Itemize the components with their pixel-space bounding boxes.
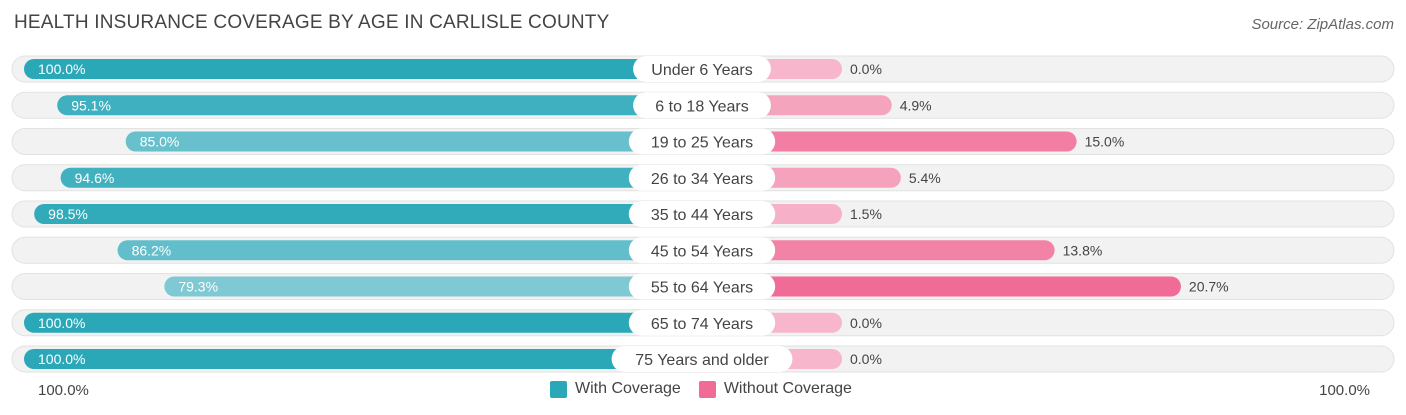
right-axis-label: 100.0% <box>1319 382 1370 399</box>
category-label: 19 to 25 Years <box>651 135 753 152</box>
category-label: 45 to 54 Years <box>651 243 753 260</box>
without-coverage-value: 20.7% <box>1189 279 1229 295</box>
without-coverage-value: 4.9% <box>900 97 932 113</box>
with-coverage-bar <box>34 204 702 224</box>
category-label: 35 to 44 Years <box>651 207 753 224</box>
without-coverage-value: 5.4% <box>909 170 941 186</box>
with-coverage-value: 98.5% <box>48 206 88 222</box>
with-coverage-value: 79.3% <box>178 279 218 295</box>
coverage-chart: 100.0% Under 6 Years 0.0% 95.1% 6 to 18 Year… <box>0 0 1406 380</box>
without-coverage-value: 13.8% <box>1063 242 1103 258</box>
with-coverage-label: With Coverage <box>575 380 681 398</box>
with-coverage-value: 94.6% <box>75 170 115 186</box>
with-coverage-bar <box>24 59 702 79</box>
with-coverage-bar <box>126 132 702 152</box>
with-coverage-value: 100.0% <box>38 315 85 331</box>
with-coverage-bar <box>61 168 702 188</box>
with-coverage-bar <box>24 313 702 333</box>
without-coverage-swatch <box>699 381 716 398</box>
without-coverage-value: 0.0% <box>850 61 882 77</box>
category-label: 55 to 64 Years <box>651 280 753 297</box>
with-coverage-value: 85.0% <box>140 134 180 150</box>
with-coverage-bar <box>118 240 702 260</box>
category-label: 65 to 74 Years <box>651 316 753 333</box>
without-coverage-value: 15.0% <box>1085 134 1125 150</box>
legend-without-coverage: Without Coverage <box>699 380 852 398</box>
without-coverage-value: 0.0% <box>850 315 882 331</box>
category-label: 75 Years and older <box>635 352 769 369</box>
category-label: 6 to 18 Years <box>655 98 748 115</box>
with-coverage-bar <box>24 349 702 369</box>
category-label: Under 6 Years <box>651 62 752 79</box>
without-coverage-value: 1.5% <box>850 206 882 222</box>
legend-with-coverage: With Coverage <box>550 380 681 398</box>
with-coverage-swatch <box>550 381 567 398</box>
without-coverage-label: Without Coverage <box>724 380 852 398</box>
legend: With Coverage Without Coverage <box>550 380 870 398</box>
without-coverage-value: 0.0% <box>850 351 882 367</box>
with-coverage-value: 95.1% <box>71 97 111 113</box>
with-coverage-value: 100.0% <box>38 61 85 77</box>
with-coverage-bar <box>57 95 702 115</box>
with-coverage-value: 100.0% <box>38 351 85 367</box>
category-label: 26 to 34 Years <box>651 171 753 188</box>
left-axis-label: 100.0% <box>38 382 89 399</box>
with-coverage-bar <box>164 277 702 297</box>
with-coverage-value: 86.2% <box>132 242 172 258</box>
